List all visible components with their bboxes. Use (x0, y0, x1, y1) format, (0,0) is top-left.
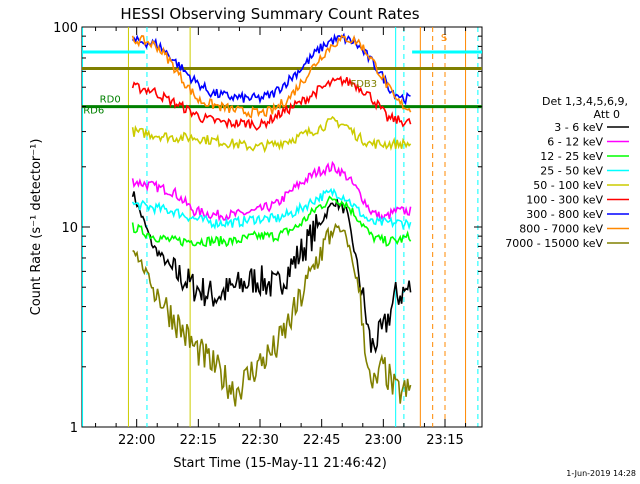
legend-label-5: 50 - 100 keV (533, 179, 603, 192)
x-tick-label: 23:15 (426, 433, 463, 448)
y-axis-label: Count Rate (s⁻¹ detector⁻¹) (29, 139, 44, 316)
legend-title-line-2: Att 0 (594, 108, 620, 121)
series-line-3 (131, 195, 412, 248)
annotation-1: RD6 (83, 105, 104, 116)
legend-title-line-1: Det 1,3,4,5,6,9, (542, 95, 628, 108)
legend-label-7: 300 - 800 keV (526, 208, 603, 221)
x-tick-label: 22:45 (303, 433, 340, 448)
y-axis: 1 10 100 (53, 21, 482, 436)
legend-label-2: 6 - 12 keV (547, 136, 603, 149)
series-line-8 (131, 34, 412, 119)
legend-label-4: 25 - 50 keV (540, 165, 603, 178)
x-tick-label: 22:00 (118, 433, 155, 448)
x-axis: 22:00 22:15 22:30 22:45 23:00 23:15 (95, 27, 467, 448)
x-axis-label: Start Time (15-May-11 21:46:42) (173, 456, 387, 471)
annotation-2: S (441, 33, 447, 44)
y-tick-label: 1 (70, 421, 78, 436)
series-line-5 (131, 115, 412, 154)
annotation-3: FDB3 (350, 79, 377, 90)
series-line-4 (131, 187, 412, 231)
x-tick-label: 22:30 (241, 433, 278, 448)
legend-label-1: 3 - 6 keV (554, 121, 603, 134)
x-tick-label: 22:15 (180, 433, 217, 448)
annotation-0: RD0 (100, 94, 121, 105)
chart-title: HESSI Observing Summary Count Rates (120, 5, 419, 23)
series-line-6 (131, 75, 412, 131)
legend-label-8: 800 - 7000 keV (519, 223, 603, 236)
series-line-1 (131, 191, 412, 354)
y-tick-label: 100 (53, 21, 78, 36)
y-tick-label: 10 (61, 221, 78, 236)
series-line-7 (131, 32, 411, 106)
series-line-9 (132, 222, 412, 407)
legend-label-3: 12 - 25 keV (540, 150, 603, 163)
footer-date: 1-Jun-2019 14:28 (566, 469, 636, 478)
legend-label-6: 100 - 300 keV (526, 194, 603, 207)
legend-label-9: 7000 - 15000 keV (505, 237, 603, 250)
series-line-2 (131, 160, 412, 223)
x-tick-label: 23:00 (365, 433, 402, 448)
